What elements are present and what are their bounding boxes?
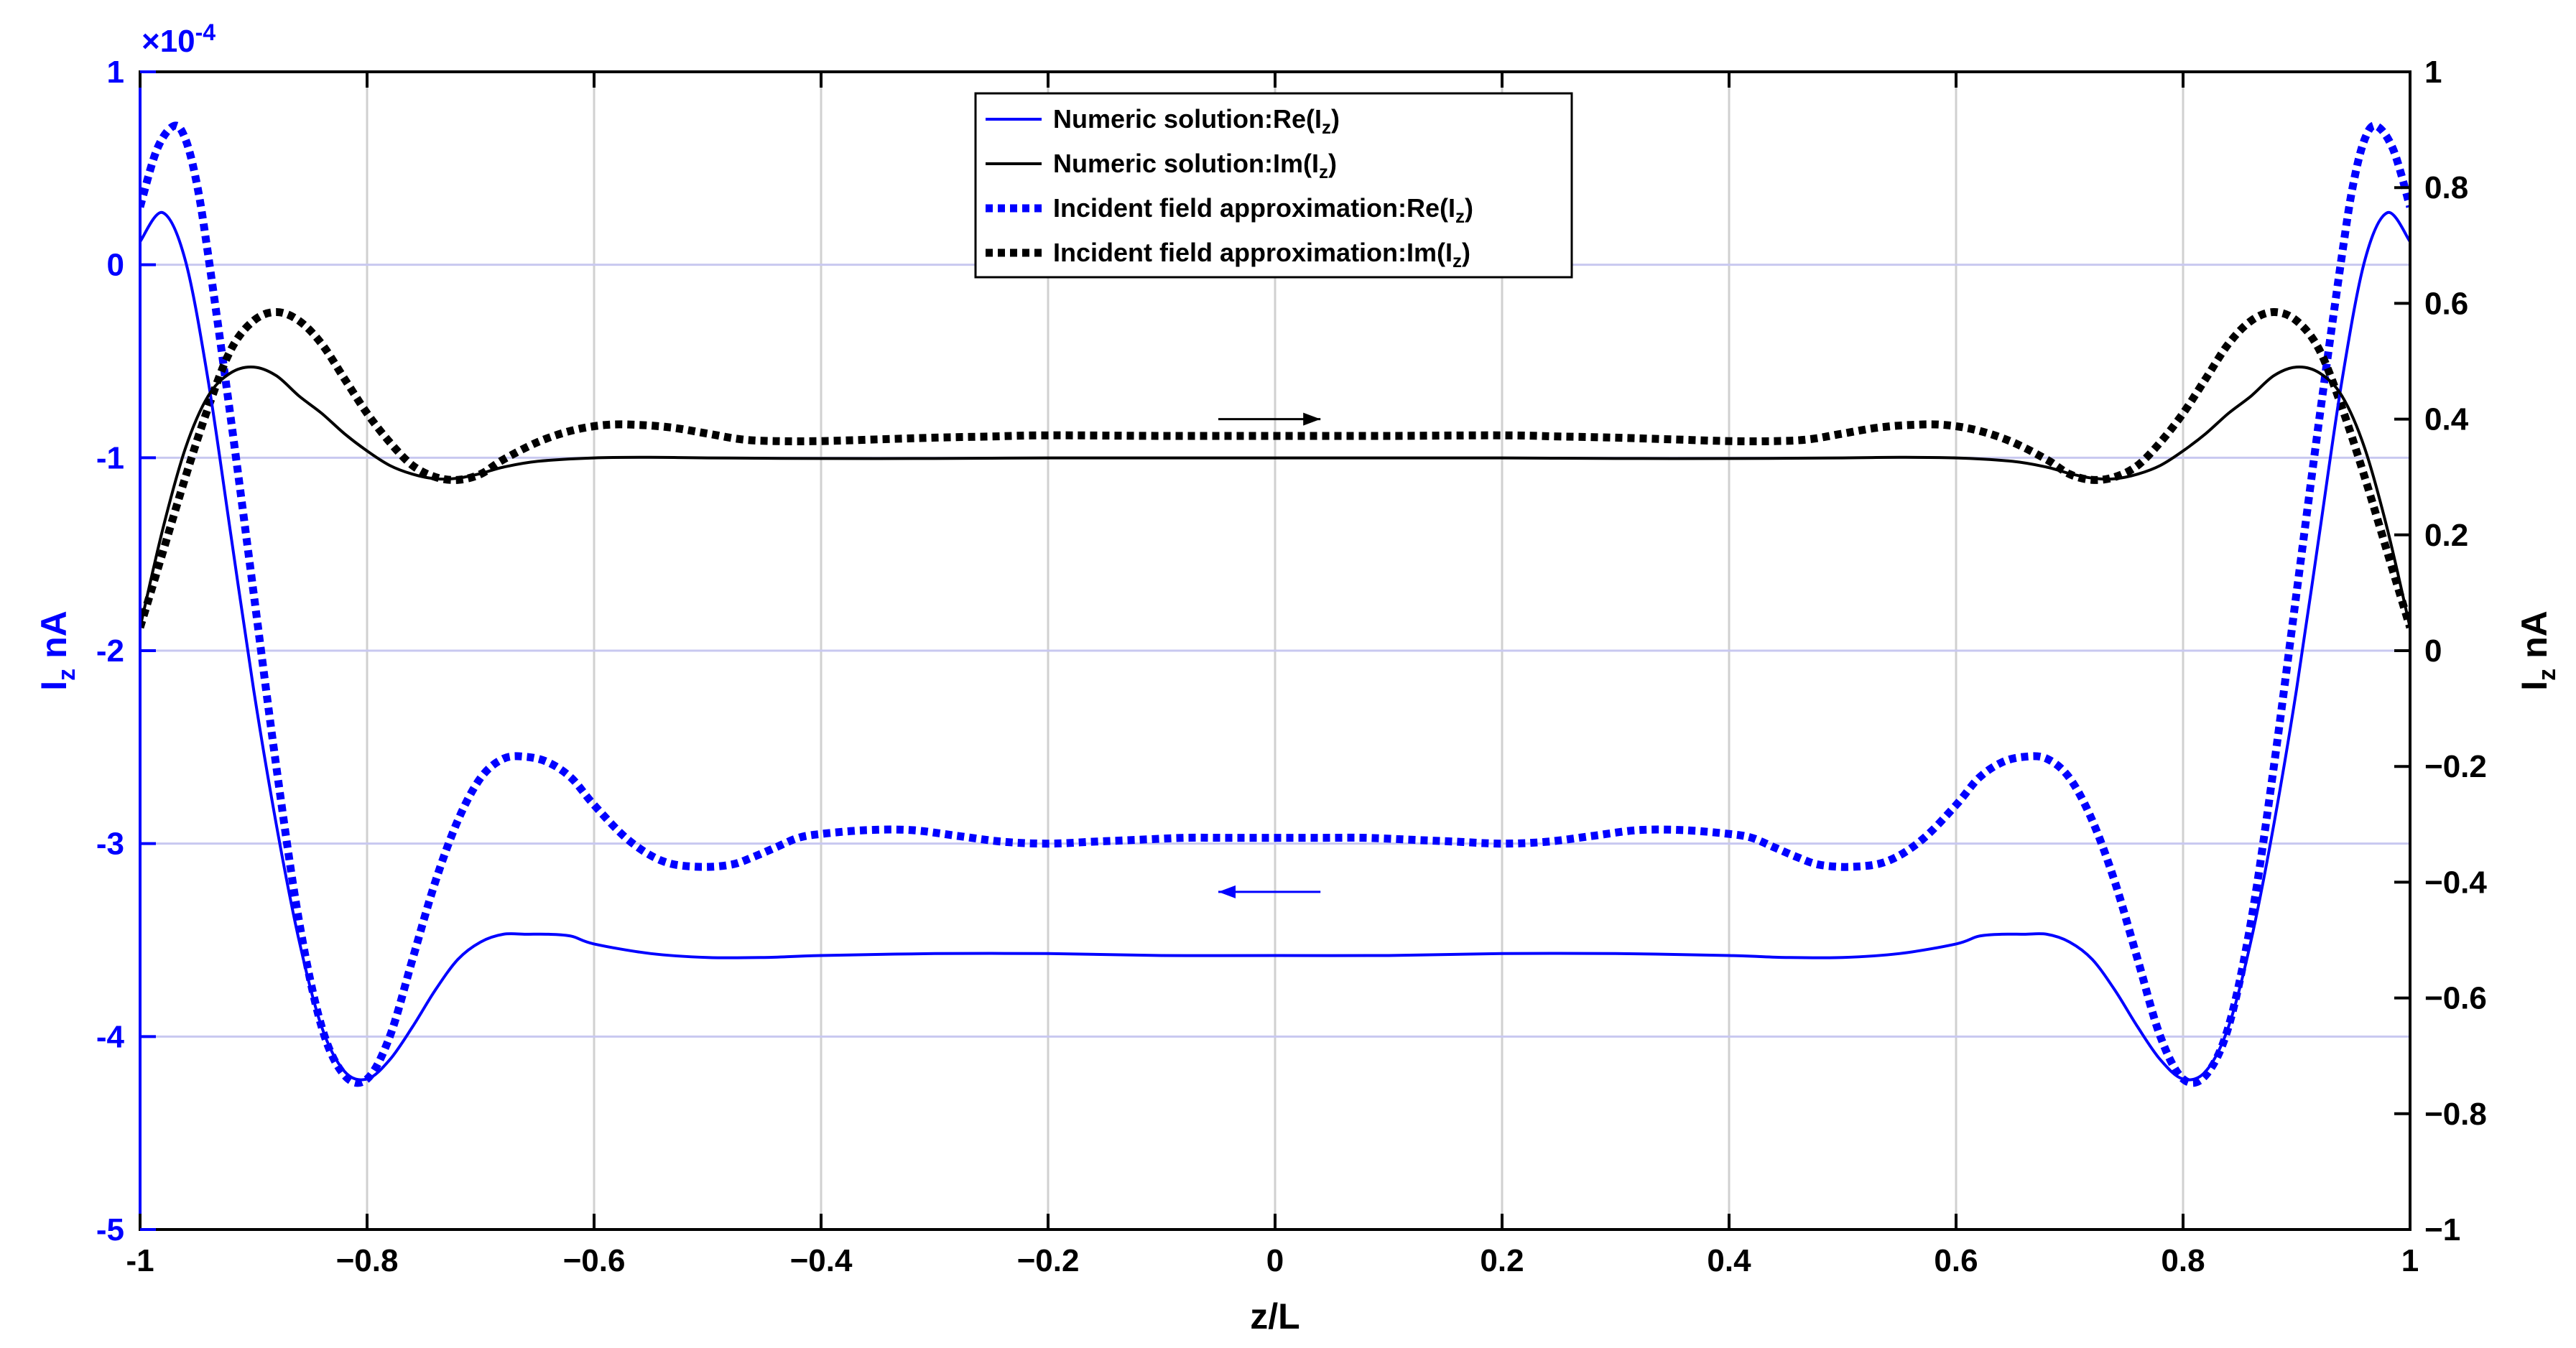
right-tick-label: 0: [2424, 633, 2442, 669]
right-tick-label: −0.4: [2424, 865, 2487, 900]
right-tick-label: −1: [2424, 1212, 2460, 1247]
x-tick-label: 0.8: [2161, 1243, 2205, 1278]
right-tick-label: 0.2: [2424, 518, 2468, 553]
left-y-axis-label: Iz nA: [34, 610, 80, 690]
plot-area: [140, 121, 2410, 1087]
annotation-arrows: [1218, 412, 1321, 898]
x-axis-label: z/L: [1250, 1296, 1299, 1337]
x-tick-label: −0.4: [790, 1243, 853, 1278]
left-tick-label: 0: [107, 248, 124, 283]
legend-label-0: Numeric solution:Re(Iz): [1053, 104, 1340, 138]
axis-ticks: -1 −0.8 −0.6 −0.4 −0.2 0 0.2 0.4 0.6 0.8 1 1 0 -1 -2 -3…: [96, 55, 2488, 1278]
right-tick-label: 1: [2424, 55, 2442, 90]
right-tick-label: −0.2: [2424, 749, 2487, 784]
left-tick-label: -1: [96, 440, 124, 475]
legend-label-3: Incident field approximation:Im(Iz): [1053, 238, 1470, 271]
series-line-2: [140, 121, 2410, 1087]
left-tick-label: -4: [96, 1019, 125, 1054]
x-tick-label: −0.6: [563, 1243, 626, 1278]
annotation-arrow-head: [1303, 412, 1321, 426]
left-tick-label: -3: [96, 827, 124, 862]
x-tick-label: 0.4: [1707, 1243, 1751, 1278]
legend-box: [974, 92, 1573, 279]
annotation-arrow-head: [1218, 885, 1236, 898]
right-tick-label: 0.8: [2424, 170, 2468, 205]
left-axis-exponent: ×10-4: [142, 19, 216, 59]
x-tick-label: 1: [2401, 1243, 2419, 1278]
x-tick-label: 0: [1266, 1243, 1284, 1278]
legend: Numeric solution:Re(Iz) Numeric solution:…: [974, 92, 1573, 279]
x-tick-label: −0.2: [1017, 1243, 1080, 1278]
right-tick-label: −0.8: [2424, 1097, 2487, 1132]
series-line-1: [140, 365, 2410, 628]
left-tick-label: -2: [96, 633, 124, 669]
series-line-3: [140, 308, 2410, 629]
x-tick-label: 0.2: [1480, 1243, 1524, 1278]
series-line-0: [140, 211, 2410, 1082]
right-tick-label: 0.4: [2424, 402, 2469, 437]
right-tick-label: 0.6: [2424, 286, 2468, 321]
x-tick-label: −0.8: [336, 1243, 399, 1278]
right-tick-label: −0.6: [2424, 981, 2487, 1016]
right-y-axis-label: Iz nA: [2514, 610, 2561, 690]
left-tick-label: 1: [107, 55, 124, 90]
x-tick-label: 0.6: [1934, 1243, 1978, 1278]
legend-label-1: Numeric solution:Im(Iz): [1053, 149, 1337, 182]
x-tick-label: -1: [126, 1243, 154, 1278]
left-tick-label: -5: [96, 1212, 124, 1247]
legend-label-2: Incident field approximation:Re(Iz): [1053, 193, 1473, 227]
